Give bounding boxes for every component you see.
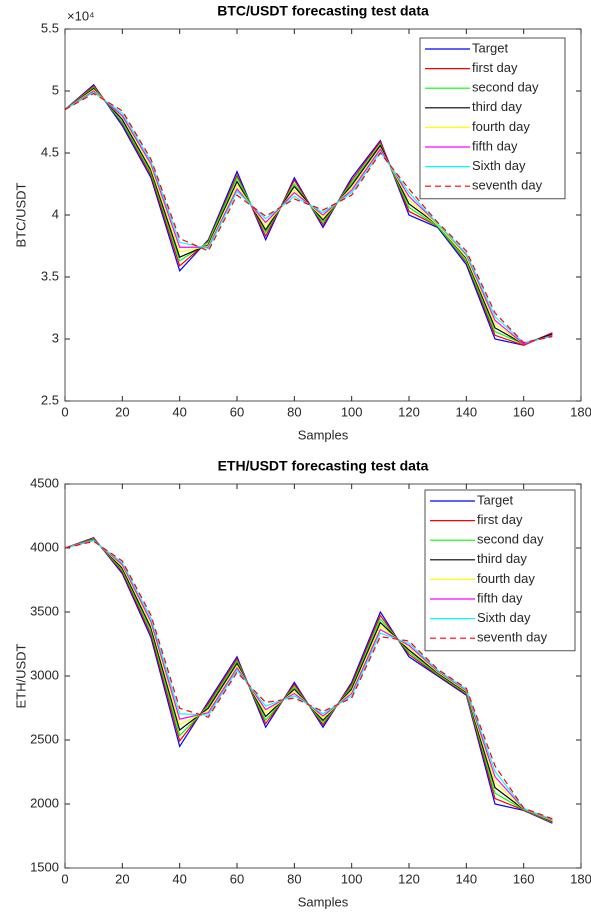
y-tick-label: 4000 xyxy=(30,539,59,554)
legend-label: first day xyxy=(477,512,523,527)
x-tick-label: 40 xyxy=(172,404,186,419)
series-group xyxy=(65,83,553,346)
legend-label: fifth day xyxy=(477,590,523,605)
x-tick-label: 60 xyxy=(230,871,244,886)
legend-label: fourth day xyxy=(472,119,530,134)
legend-label: Sixth day xyxy=(477,610,531,625)
y-tick-label: 2000 xyxy=(30,795,59,810)
x-tick-label: 80 xyxy=(287,871,301,886)
legend-label: fifth day xyxy=(472,138,518,153)
y-axis-label: BTC/USDT xyxy=(13,182,28,247)
series-line xyxy=(65,92,553,344)
y-tick-label: 5.5 xyxy=(41,20,59,35)
axis-exponent: ×10⁴ xyxy=(67,8,95,23)
x-tick-label: 140 xyxy=(455,404,477,419)
y-tick-label: 4 xyxy=(52,206,59,221)
y-tick-label: 2.5 xyxy=(41,392,59,407)
x-tick-label: 100 xyxy=(341,404,363,419)
y-tick-label: 3.5 xyxy=(41,268,59,283)
x-tick-label: 180 xyxy=(570,404,591,419)
legend-label: third day xyxy=(472,99,522,114)
x-axis-label: Samples xyxy=(298,427,349,442)
y-tick-label: 5 xyxy=(52,82,59,97)
legend-box xyxy=(419,37,566,200)
x-tick-label: 0 xyxy=(61,871,68,886)
x-tick-label: 180 xyxy=(570,871,591,886)
x-tick-label: 20 xyxy=(115,871,129,886)
y-tick-label: 4500 xyxy=(30,475,59,490)
plot-frame xyxy=(64,28,582,402)
y-axis-label: ETH/USDT xyxy=(13,643,28,708)
legend-label: second day xyxy=(472,80,539,95)
legend-label: Target xyxy=(477,492,514,507)
legend-label: third day xyxy=(477,551,527,566)
legend-label: seventh day xyxy=(477,630,548,645)
series-group xyxy=(65,537,553,824)
legend-label: second day xyxy=(477,532,544,547)
y-tick-label: 3000 xyxy=(30,667,59,682)
legend-label: Sixth day xyxy=(472,158,526,173)
x-tick-label: 160 xyxy=(513,404,535,419)
x-tick-label: 40 xyxy=(172,871,186,886)
y-tick-label: 3500 xyxy=(30,603,59,618)
legend-label: first day xyxy=(472,60,518,75)
chart-title: BTC/USDT forecasting test data xyxy=(217,3,429,19)
legend-box xyxy=(424,489,576,652)
y-tick-label: 1500 xyxy=(30,859,59,874)
y-tick-label: 2500 xyxy=(30,731,59,746)
legend-label: seventh day xyxy=(472,178,543,193)
x-axis-label: Samples xyxy=(298,894,349,909)
y-tick-label: 3 xyxy=(52,330,59,345)
plot-frame xyxy=(64,483,582,869)
legend-label: Target xyxy=(472,40,509,55)
x-tick-label: 0 xyxy=(61,404,68,419)
x-tick-label: 20 xyxy=(115,404,129,419)
x-tick-label: 140 xyxy=(455,871,477,886)
x-tick-label: 60 xyxy=(230,404,244,419)
y-tick-label: 4.5 xyxy=(41,144,59,159)
x-tick-label: 120 xyxy=(398,871,420,886)
legend-label: fourth day xyxy=(477,571,535,586)
series-line xyxy=(65,540,553,820)
chart-title: ETH/USDT forecasting test data xyxy=(218,458,429,474)
x-tick-label: 80 xyxy=(287,404,301,419)
x-tick-label: 100 xyxy=(341,871,363,886)
x-tick-label: 160 xyxy=(513,871,535,886)
x-tick-label: 120 xyxy=(398,404,420,419)
